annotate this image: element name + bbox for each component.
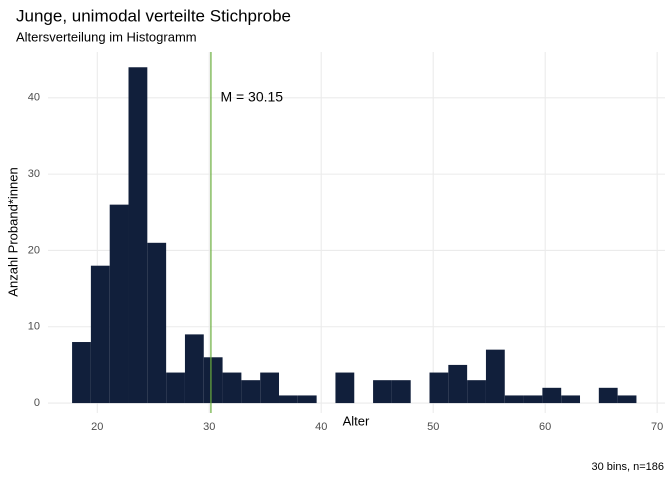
y-tick-label: 20 bbox=[28, 244, 40, 256]
bar bbox=[166, 372, 185, 404]
bar bbox=[72, 342, 91, 404]
bar bbox=[485, 349, 505, 404]
chart-subtitle: Altersverteilung im Histogramm bbox=[16, 29, 197, 44]
bar bbox=[90, 265, 110, 404]
x-tick-label: 50 bbox=[427, 421, 439, 433]
y-tick-label: 40 bbox=[28, 92, 40, 104]
bar bbox=[561, 395, 581, 404]
bar bbox=[260, 372, 280, 404]
x-tick-label: 20 bbox=[91, 421, 103, 433]
bar bbox=[373, 380, 392, 404]
x-axis-label: Alter bbox=[343, 413, 370, 428]
bar bbox=[109, 204, 129, 404]
bar bbox=[504, 395, 524, 404]
x-tick-label: 60 bbox=[539, 421, 551, 433]
bar bbox=[467, 380, 486, 404]
bar bbox=[128, 67, 148, 404]
bar bbox=[335, 372, 355, 404]
bar bbox=[222, 372, 242, 404]
bar bbox=[203, 357, 223, 404]
bar bbox=[297, 395, 317, 404]
bar bbox=[448, 364, 468, 404]
x-tick-label: 30 bbox=[203, 421, 215, 433]
caption: 30 bins, n=186 bbox=[592, 461, 664, 473]
x-tick-label: 70 bbox=[651, 421, 663, 433]
bar bbox=[241, 380, 261, 404]
x-tick-label: 40 bbox=[315, 421, 327, 433]
bar bbox=[542, 387, 562, 404]
bar bbox=[617, 395, 637, 404]
bar bbox=[184, 334, 204, 404]
annotation: M = 30.15 bbox=[220, 88, 283, 104]
y-tick-label: 0 bbox=[34, 397, 40, 409]
bar bbox=[429, 372, 449, 404]
y-tick-label: 30 bbox=[28, 168, 40, 180]
bar bbox=[279, 395, 298, 404]
bar bbox=[598, 387, 618, 404]
bar bbox=[523, 395, 543, 404]
y-axis-label: Anzahl Proband*innen bbox=[5, 167, 20, 296]
bar bbox=[147, 242, 167, 404]
y-tick-label: 10 bbox=[28, 321, 40, 333]
chart-title: Junge, unimodal verteilte Stichprobe bbox=[16, 6, 291, 25]
bar bbox=[391, 380, 411, 404]
